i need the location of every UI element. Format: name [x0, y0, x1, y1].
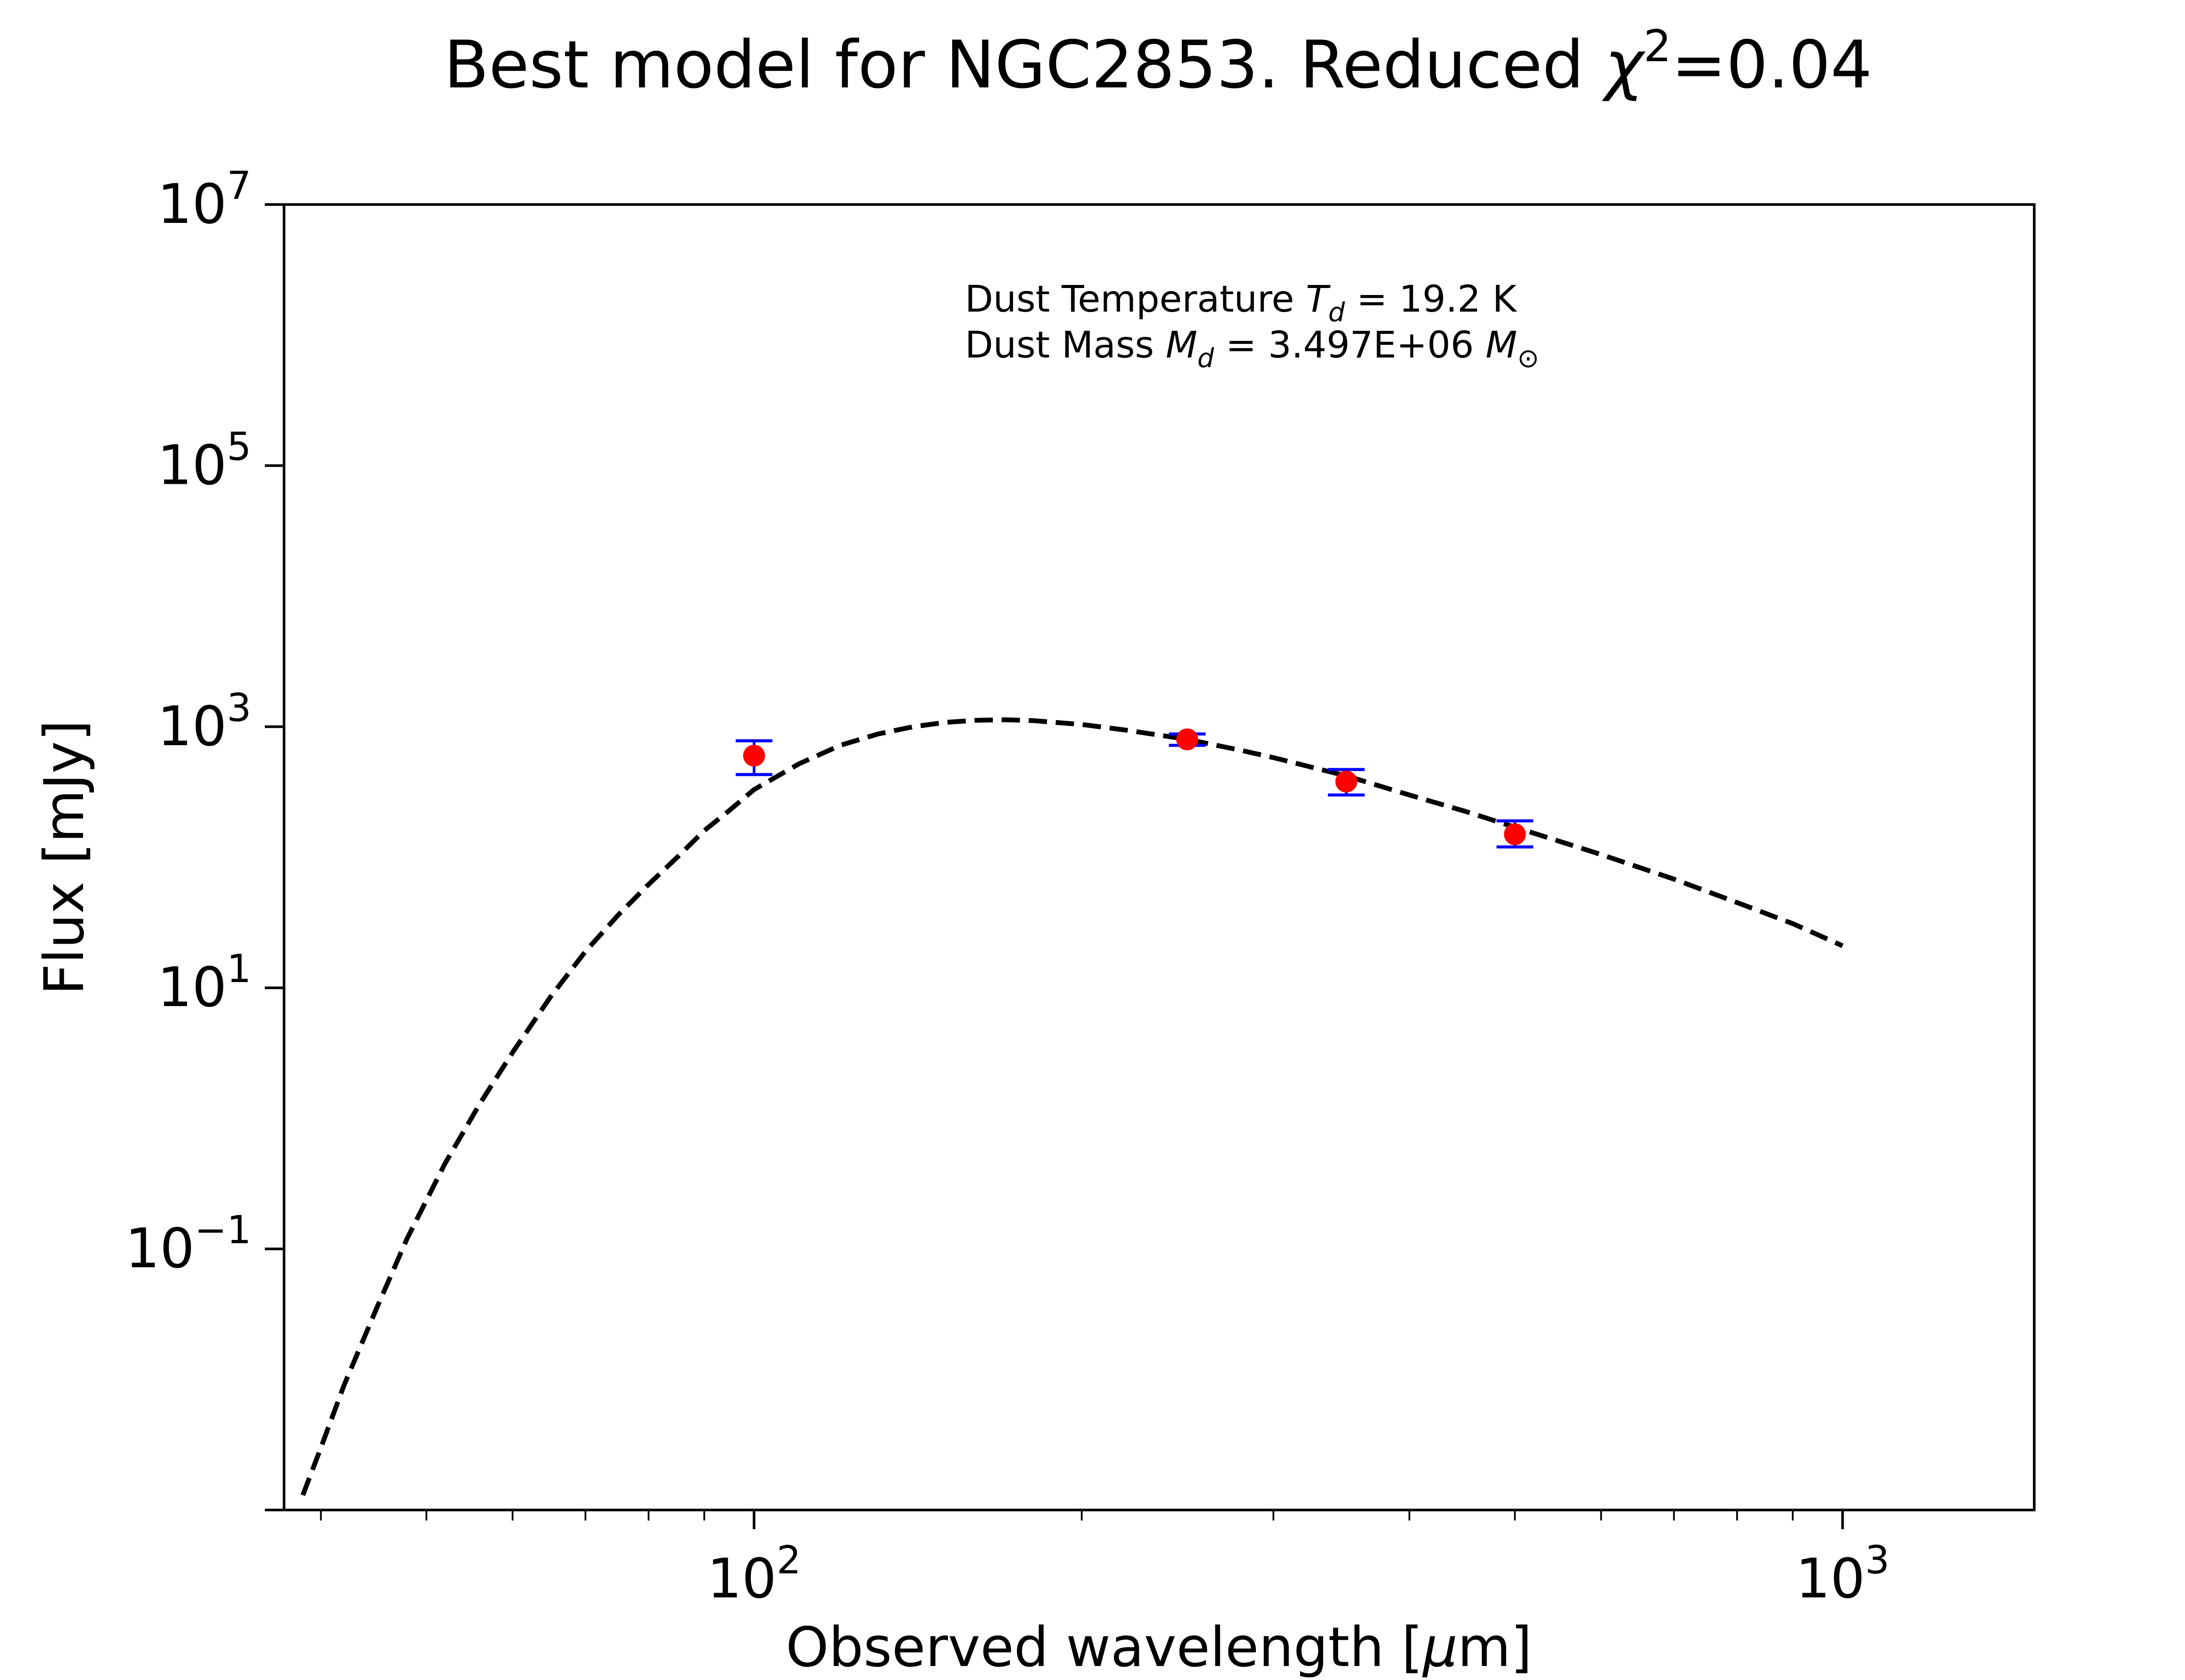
data-point — [1335, 771, 1357, 793]
annotation-mass-symbol: M — [1166, 323, 1197, 366]
chart-title: Best model for NGC2853. Reduced χ2=0.04 — [444, 21, 1873, 103]
annotation-temperature-prefix: Dust Temperature — [965, 278, 1306, 320]
chart-title-symbol: χ — [1602, 27, 1646, 103]
x-tick-base: 10 — [1796, 1547, 1865, 1611]
x-axis: 102 103 — [320, 1510, 1890, 1611]
model-curve — [300, 717, 1844, 1496]
model-curve-layer — [300, 717, 1844, 1496]
data-point — [743, 745, 765, 767]
x-tick-exponent: 3 — [1865, 1538, 1890, 1583]
y-tick-base: 10 — [157, 173, 227, 236]
annotation-mass-prefix: Dust Mass — [965, 323, 1166, 366]
data-point — [1504, 823, 1526, 845]
y-tick-exponent: 1 — [227, 946, 251, 991]
y-tick-exponent: 3 — [227, 685, 251, 730]
observation-2 — [1169, 728, 1206, 750]
observation-1 — [735, 739, 773, 776]
annotation-dust-temperature: Dust Temperature Td = 19.2 K — [965, 278, 1517, 328]
chart-title-prefix: Best model for NGC2853. Reduced — [444, 27, 1605, 103]
x-axis-label-suffix: m] — [1457, 1616, 1532, 1678]
annotation-temperature-subscript: d — [1328, 297, 1345, 328]
y-tick-exponent: 7 — [227, 163, 251, 208]
chart-title-suffix: =0.04 — [1672, 27, 1873, 103]
y-tick-label: 103 — [157, 685, 251, 758]
annotation-mass-subscript: d — [1197, 343, 1214, 374]
annotation-mass-unit-symbol: M — [1485, 323, 1517, 366]
annotation-dust-mass: Dust Mass Md = 3.497E+06 M⊙ — [965, 323, 1539, 374]
y-tick-label: 105 — [157, 424, 251, 497]
chart-title-superscript: 2 — [1644, 21, 1672, 72]
x-tick-label: 103 — [1796, 1538, 1890, 1611]
observations-layer — [735, 728, 1533, 849]
y-tick-exponent: −1 — [194, 1208, 251, 1253]
x-tick-label: 102 — [707, 1538, 801, 1611]
plot-frame — [283, 203, 2036, 1511]
x-axis-label-symbol: μ — [1422, 1616, 1458, 1678]
y-tick-base: 10 — [157, 695, 227, 758]
annotation-mass-unit-subscript: ⊙ — [1517, 343, 1539, 374]
x-axis-label-prefix: Observed wavelength [ — [786, 1616, 1423, 1678]
data-point — [1176, 728, 1198, 750]
y-tick-label: 10−1 — [125, 1208, 251, 1281]
y-tick-base: 10 — [125, 1217, 194, 1281]
x-axis-label: Observed wavelength [μm] — [786, 1616, 1532, 1678]
y-tick-label: 101 — [157, 946, 251, 1019]
observation-4 — [1496, 819, 1533, 849]
x-tick-base: 10 — [707, 1547, 777, 1611]
observation-3 — [1328, 768, 1365, 797]
y-tick-label: 107 — [157, 163, 251, 236]
annotation-temperature-symbol: T — [1306, 278, 1331, 320]
x-tick-exponent: 2 — [777, 1538, 801, 1583]
y-axis-label: Flux [mJy] — [33, 720, 96, 995]
y-tick-base: 10 — [157, 434, 227, 497]
y-tick-base: 10 — [157, 956, 227, 1019]
annotation-temperature-value: = 19.2 K — [1345, 278, 1518, 320]
y-tick-exponent: 5 — [227, 424, 251, 469]
annotation-mass-value: = 3.497E+06 — [1214, 323, 1485, 366]
